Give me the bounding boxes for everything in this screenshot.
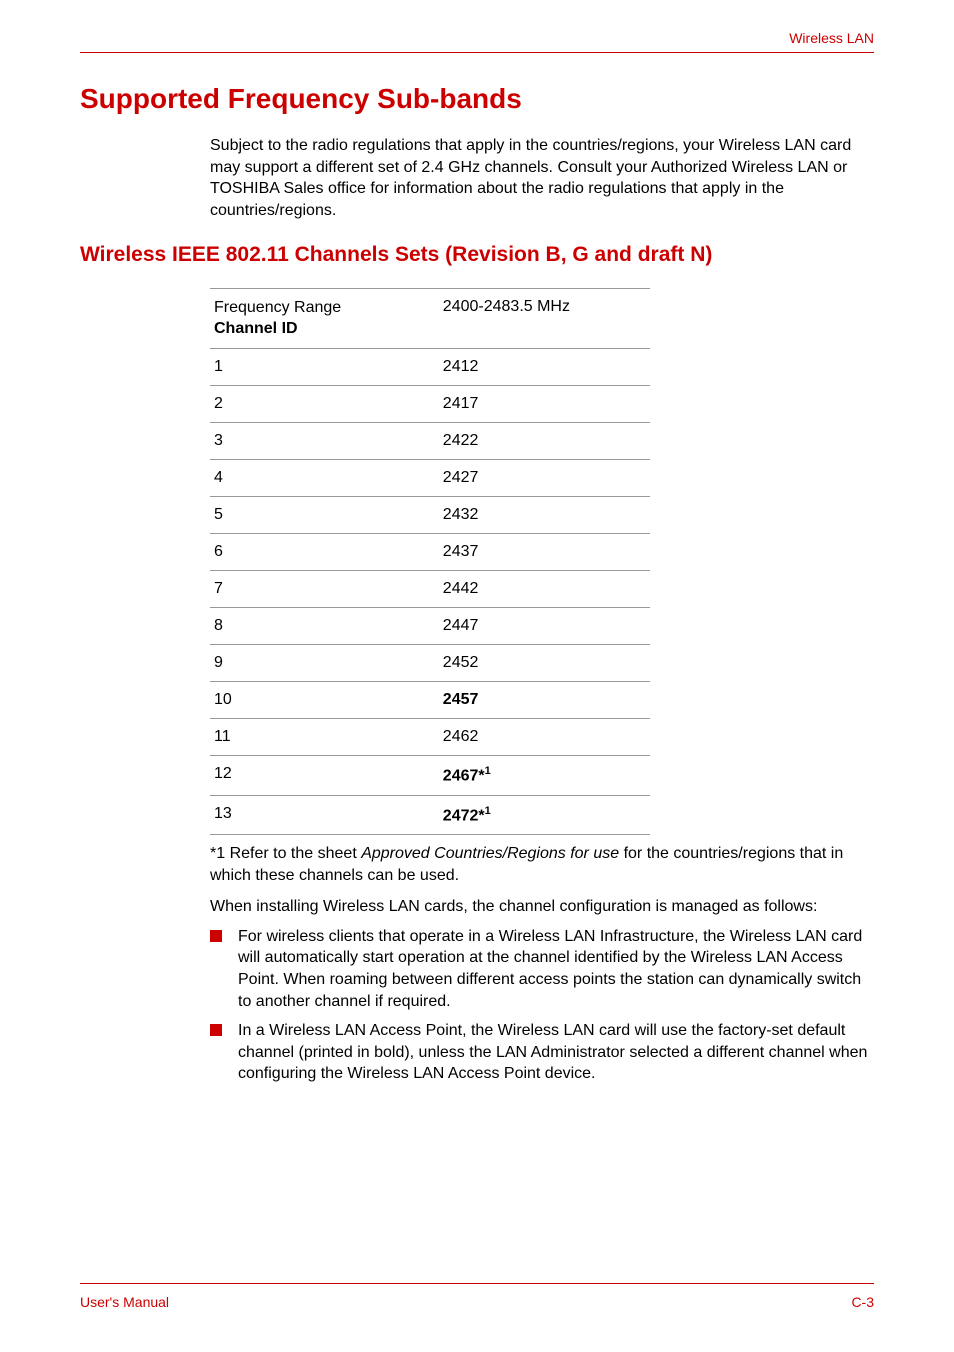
frequency-cell: 2467*1 xyxy=(439,756,650,795)
table-row: 132472*1 xyxy=(210,795,650,834)
channel-id-cell: 6 xyxy=(210,534,439,571)
frequency-cell: 2417 xyxy=(439,386,650,423)
channel-id-cell: 1 xyxy=(210,349,439,386)
header-section: Wireless LAN xyxy=(80,30,874,52)
channel-id-cell: 10 xyxy=(210,682,439,719)
table-row: 72442 xyxy=(210,571,650,608)
channel-id-cell: 5 xyxy=(210,497,439,534)
bullet-item: For wireless clients that operate in a W… xyxy=(210,926,874,1012)
frequency-cell: 2412 xyxy=(439,349,650,386)
channel-id-cell: 4 xyxy=(210,460,439,497)
channel-id-cell: 8 xyxy=(210,608,439,645)
footnote-prefix: *1 Refer to the sheet xyxy=(210,845,361,862)
install-paragraph: When installing Wireless LAN cards, the … xyxy=(210,896,874,918)
page-title: Supported Frequency Sub-bands xyxy=(80,83,874,115)
footnote: *1 Refer to the sheet Approved Countries… xyxy=(210,843,874,886)
frequency-cell: 2432 xyxy=(439,497,650,534)
freq-range-value: 2400-2483.5 MHz xyxy=(439,288,650,349)
frequency-cell: 2457 xyxy=(439,682,650,719)
channel-id-cell: 7 xyxy=(210,571,439,608)
table-row: 82447 xyxy=(210,608,650,645)
channel-id-cell: 11 xyxy=(210,719,439,756)
footer-right: C-3 xyxy=(851,1294,874,1310)
channel-id-cell: 9 xyxy=(210,645,439,682)
table-row: 112462 xyxy=(210,719,650,756)
table-row: 122467*1 xyxy=(210,756,650,795)
table-row: 52432 xyxy=(210,497,650,534)
channel-id-cell: 3 xyxy=(210,423,439,460)
subsection-title: Wireless IEEE 802.11 Channels Sets (Revi… xyxy=(80,241,874,269)
freq-range-label: Frequency Range xyxy=(214,299,341,316)
table-row: 102457 xyxy=(210,682,650,719)
table-row: 22417 xyxy=(210,386,650,423)
frequency-table: Frequency Range Channel ID 2400-2483.5 M… xyxy=(210,288,650,835)
intro-paragraph: Subject to the radio regulations that ap… xyxy=(210,135,874,221)
table-row: 42427 xyxy=(210,460,650,497)
bullet-list: For wireless clients that operate in a W… xyxy=(210,926,874,1085)
channel-id-cell: 12 xyxy=(210,756,439,795)
frequency-cell: 2437 xyxy=(439,534,650,571)
frequency-cell: 2472*1 xyxy=(439,795,650,834)
footer-rule xyxy=(80,1283,874,1284)
table-row: 62437 xyxy=(210,534,650,571)
channel-id-cell: 13 xyxy=(210,795,439,834)
frequency-cell: 2422 xyxy=(439,423,650,460)
page-footer: User's Manual C-3 xyxy=(80,1283,874,1310)
frequency-cell: 2462 xyxy=(439,719,650,756)
bullet-item: In a Wireless LAN Access Point, the Wire… xyxy=(210,1020,874,1085)
frequency-cell: 2452 xyxy=(439,645,650,682)
frequency-cell: 2447 xyxy=(439,608,650,645)
frequency-cell: 2442 xyxy=(439,571,650,608)
table-header-row: Frequency Range Channel ID 2400-2483.5 M… xyxy=(210,288,650,349)
frequency-cell: 2427 xyxy=(439,460,650,497)
table-row: 32422 xyxy=(210,423,650,460)
channel-id-cell: 2 xyxy=(210,386,439,423)
table-row: 92452 xyxy=(210,645,650,682)
footnote-italic: Approved Countries/Regions for use xyxy=(361,845,619,862)
footer-left: User's Manual xyxy=(80,1294,169,1310)
table-row: 12412 xyxy=(210,349,650,386)
channel-id-label: Channel ID xyxy=(214,320,298,337)
header-rule xyxy=(80,52,874,53)
